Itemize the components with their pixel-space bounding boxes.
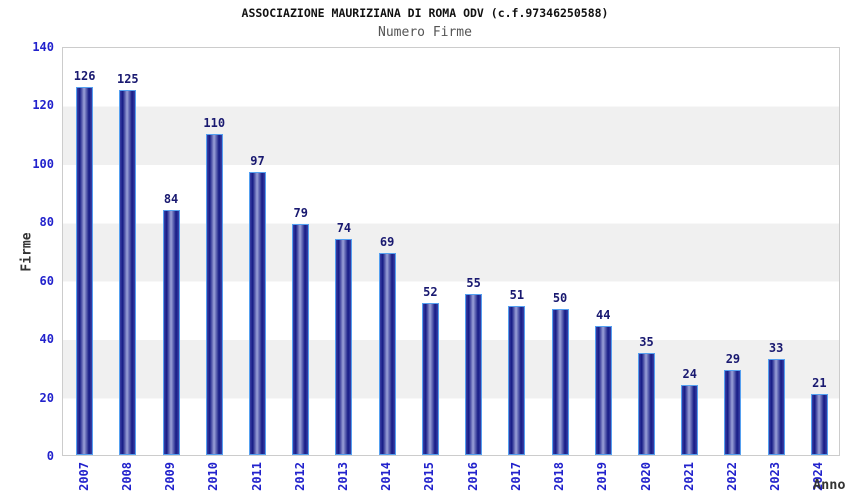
bar-value-label: 125 [116,71,139,86]
bar [162,210,180,455]
bar-value-label: 52 [423,285,438,300]
y-tick-label: 60 [39,273,54,288]
y-tick-label: 140 [32,40,54,54]
y-tick-label: 40 [39,332,54,347]
bar-value-label: 50 [552,290,568,305]
bar-value-label: 84 [163,191,179,206]
x-tick-label: 2011 [249,462,264,491]
bar-value-label: 74 [336,220,352,235]
bar [421,303,439,455]
bar-value-label: 21 [812,375,827,390]
x-tick-label: 2010 [206,462,221,491]
plot-area: 126 125 84 110 97 79 74 69 52 55 51 50 44 35 24 29 33 21 [62,47,840,456]
y-tick-label: 20 [39,390,54,405]
x-tick-label: 2009 [163,462,178,491]
x-tick-label: 2014 [379,462,394,491]
x-axis-title: Anno [813,477,846,493]
bar-value-label: 29 [725,352,741,367]
x-tick-label: 2013 [335,462,350,491]
x-tick-label: 2016 [465,462,480,491]
x-tick-label: 2017 [508,462,523,491]
bar-value-label: 33 [768,340,784,355]
x-tick-label: 2007 [76,462,91,491]
bar [767,359,785,455]
bar [465,294,483,455]
y-tick-label: 120 [32,98,54,113]
y-tick-label: 100 [32,156,54,171]
bar-value-label: 44 [596,308,611,323]
bar [638,353,655,455]
chart-title: ASSOCIAZIONE MAURIZIANA DI ROMA ODV (c.f… [241,6,609,20]
x-tick-label: 2023 [768,462,783,491]
x-tick-label: 2020 [638,462,653,491]
x-tick-label: 2021 [681,462,696,491]
bar [551,309,569,455]
bar-value-label: 126 [73,68,96,83]
bar [335,239,353,455]
y-axis-title: Firme [19,232,35,272]
bar-value-label: 110 [203,115,226,130]
bar [292,224,310,455]
bar [249,172,266,455]
bar-value-label: 24 [682,366,697,381]
bar [681,385,699,455]
bar-value-label: 69 [379,235,395,250]
bar-value-label: 35 [639,334,654,349]
x-tick-label: 2022 [724,462,739,491]
x-tick-label: 2012 [292,462,307,491]
bar [205,134,223,455]
x-tick-label: 2019 [595,462,610,491]
bar-value-label: 51 [509,288,525,303]
bar [378,253,396,455]
bar [119,90,137,455]
bar-value-label: 79 [293,206,308,221]
bar [76,87,94,455]
bar [724,370,742,455]
x-tick-label: 2018 [552,462,567,491]
x-tick-label: 2008 [119,462,134,491]
bar [810,394,828,455]
y-tick-label: 0 [46,449,54,463]
bar-value-label: 97 [250,153,265,168]
x-tick-label: 2015 [422,462,437,491]
y-tick-label: 80 [39,215,54,230]
chart-subtitle: Numero Firme [378,25,472,40]
bar [594,326,612,455]
bar-value-label: 55 [466,276,481,291]
bar [508,306,526,455]
